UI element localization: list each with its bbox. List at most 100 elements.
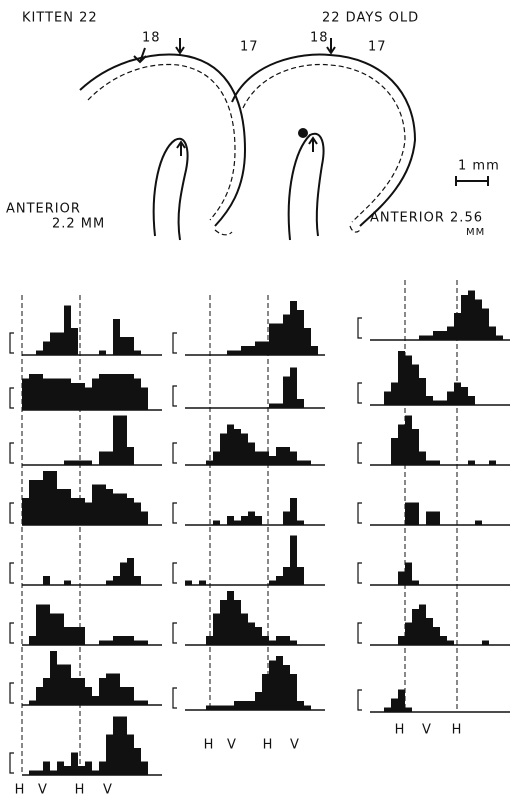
histogram-bar xyxy=(50,333,57,356)
histogram-bar xyxy=(276,404,283,409)
histogram-bar xyxy=(120,717,127,776)
histogram-bar xyxy=(269,661,276,711)
histogram-bar xyxy=(71,678,78,705)
histogram-bar xyxy=(255,516,262,525)
histogram-bar xyxy=(50,471,57,525)
histogram-bar xyxy=(227,591,234,645)
axis-label: V xyxy=(38,783,48,798)
histogram-bar xyxy=(433,401,440,406)
histogram-bar xyxy=(398,690,405,713)
scale-bracket xyxy=(358,690,362,710)
histogram-bar xyxy=(64,581,71,586)
histogram-bar xyxy=(78,498,85,525)
histogram-bar xyxy=(220,706,227,711)
histogram-bar xyxy=(440,401,447,406)
histogram-bar xyxy=(290,641,297,646)
histogram-bar xyxy=(283,377,290,409)
histogram-bar xyxy=(475,300,482,341)
histogram-bar xyxy=(241,434,248,466)
histogram-bar xyxy=(106,735,113,776)
histogram-bar xyxy=(384,708,391,713)
scale-bracket xyxy=(10,753,14,773)
histogram-bar xyxy=(57,379,64,411)
histogram-bar xyxy=(50,614,57,646)
histogram-bar xyxy=(412,429,419,465)
histogram-bar xyxy=(29,480,36,525)
histogram-bar xyxy=(92,485,99,526)
histogram-bar xyxy=(276,636,283,645)
histogram-bar xyxy=(213,521,220,526)
scale-bracket xyxy=(358,503,362,523)
histogram-bar xyxy=(43,342,50,356)
histogram-bar xyxy=(276,447,283,465)
histogram-bar xyxy=(213,452,220,466)
histogram-bar xyxy=(127,337,134,355)
histogram-bar xyxy=(262,636,269,645)
scale-bracket xyxy=(358,623,362,643)
histogram-bar xyxy=(426,618,433,645)
section-label: MM xyxy=(466,227,485,238)
histogram-bar xyxy=(141,641,148,646)
histogram-bar xyxy=(234,701,241,710)
histogram-bar xyxy=(405,563,412,586)
histogram-bar xyxy=(127,447,134,465)
histogram-bar xyxy=(43,379,50,411)
histogram-bar xyxy=(127,735,134,776)
histogram-bar xyxy=(113,674,120,706)
histogram-bar xyxy=(99,452,106,466)
histogram-bar xyxy=(206,461,213,466)
histogram-bar xyxy=(262,452,269,466)
histogram-bar xyxy=(227,351,234,356)
histogram-bar xyxy=(57,333,64,356)
histogram-bar xyxy=(36,771,43,776)
histogram-bar xyxy=(447,641,454,646)
histogram-bar xyxy=(283,512,290,526)
histogram-bar xyxy=(419,378,426,405)
histogram-bar xyxy=(92,379,99,411)
histogram-bar xyxy=(433,627,440,645)
histogram-bar xyxy=(391,383,398,406)
histogram-bar xyxy=(227,425,234,466)
scale-bracket xyxy=(10,333,14,353)
histogram-bar xyxy=(213,614,220,646)
histogram-bar xyxy=(50,651,57,705)
histogram-bar xyxy=(64,489,71,525)
histogram-bar xyxy=(489,461,496,466)
histogram-bar xyxy=(99,351,106,356)
histogram-bar xyxy=(297,701,304,710)
histogram-bar xyxy=(276,576,283,585)
histogram-bar xyxy=(120,494,127,526)
histogram-bar xyxy=(283,315,290,356)
scale-bracket xyxy=(173,386,177,406)
histogram-bar xyxy=(134,641,141,646)
histogram-bar xyxy=(468,291,475,341)
histogram-bar xyxy=(141,701,148,706)
histogram-bar xyxy=(43,762,50,776)
histogram-bar xyxy=(398,572,405,586)
histogram-bar xyxy=(433,512,440,526)
scale-bracket xyxy=(358,383,362,403)
histogram-bar xyxy=(262,342,269,356)
histogram-bar xyxy=(134,351,141,356)
histogram-bar xyxy=(29,374,36,410)
histogram-bar xyxy=(106,489,113,525)
scale-bracket xyxy=(10,443,14,463)
histogram-bar xyxy=(43,576,50,585)
histogram-bar xyxy=(234,351,241,356)
scale-bracket xyxy=(358,443,362,463)
histogram-bar xyxy=(43,605,50,646)
histogram-bar xyxy=(311,346,318,355)
histogram-bar xyxy=(43,678,50,705)
histogram-bar xyxy=(412,503,419,526)
histogram-bar xyxy=(127,498,134,525)
histogram-bar xyxy=(206,636,213,645)
histogram-bar xyxy=(78,383,85,410)
scale-bracket xyxy=(173,563,177,583)
histogram-bar xyxy=(78,766,85,775)
histogram-bar xyxy=(384,392,391,406)
histogram-bar xyxy=(269,581,276,586)
histogram-bar xyxy=(113,319,120,355)
scale-bracket xyxy=(358,318,362,338)
histogram-bar xyxy=(85,687,92,705)
histogram-bar xyxy=(283,636,290,645)
